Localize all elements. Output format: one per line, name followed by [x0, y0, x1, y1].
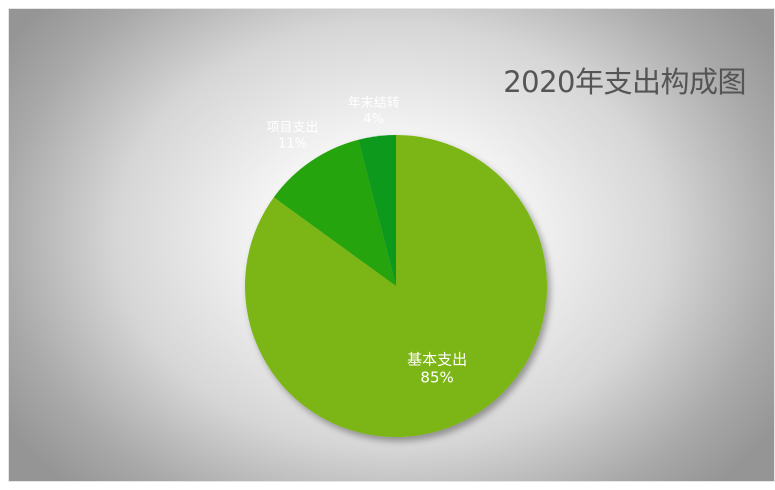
pie-slice-1	[244, 135, 547, 438]
pie-slice-2-percent: 11%	[278, 137, 307, 152]
chart-title: 2020年支出构成图	[503, 65, 746, 99]
pie-slice-3-percent: 4%	[363, 112, 384, 127]
pie-slice-1-label: 基本支出 85%	[407, 351, 467, 387]
chart-area: 2020年支出构成图 基本支出 85% 项目支出 11% 年末结转 4%	[8, 8, 775, 482]
pie-chart: 基本支出 85% 项目支出 11% 年末结转 4%	[244, 96, 547, 438]
pie-slice-3	[358, 135, 396, 286]
pie-slice-3-label: 年末结转 4%	[348, 96, 400, 127]
pie-slices	[244, 135, 547, 438]
pie-slice-1-percent: 85%	[420, 369, 453, 387]
pie-data-labels: 基本支出 85% 项目支出 11% 年末结转 4%	[266, 96, 467, 387]
pie-slice-2-label: 项目支出 11%	[266, 121, 318, 152]
pie-slice-2	[273, 139, 396, 286]
pie-slice-3-category: 年末结转	[348, 96, 400, 111]
pie-slice-1-category: 基本支出	[407, 351, 467, 369]
pie-slice-2-category: 项目支出	[266, 121, 318, 136]
